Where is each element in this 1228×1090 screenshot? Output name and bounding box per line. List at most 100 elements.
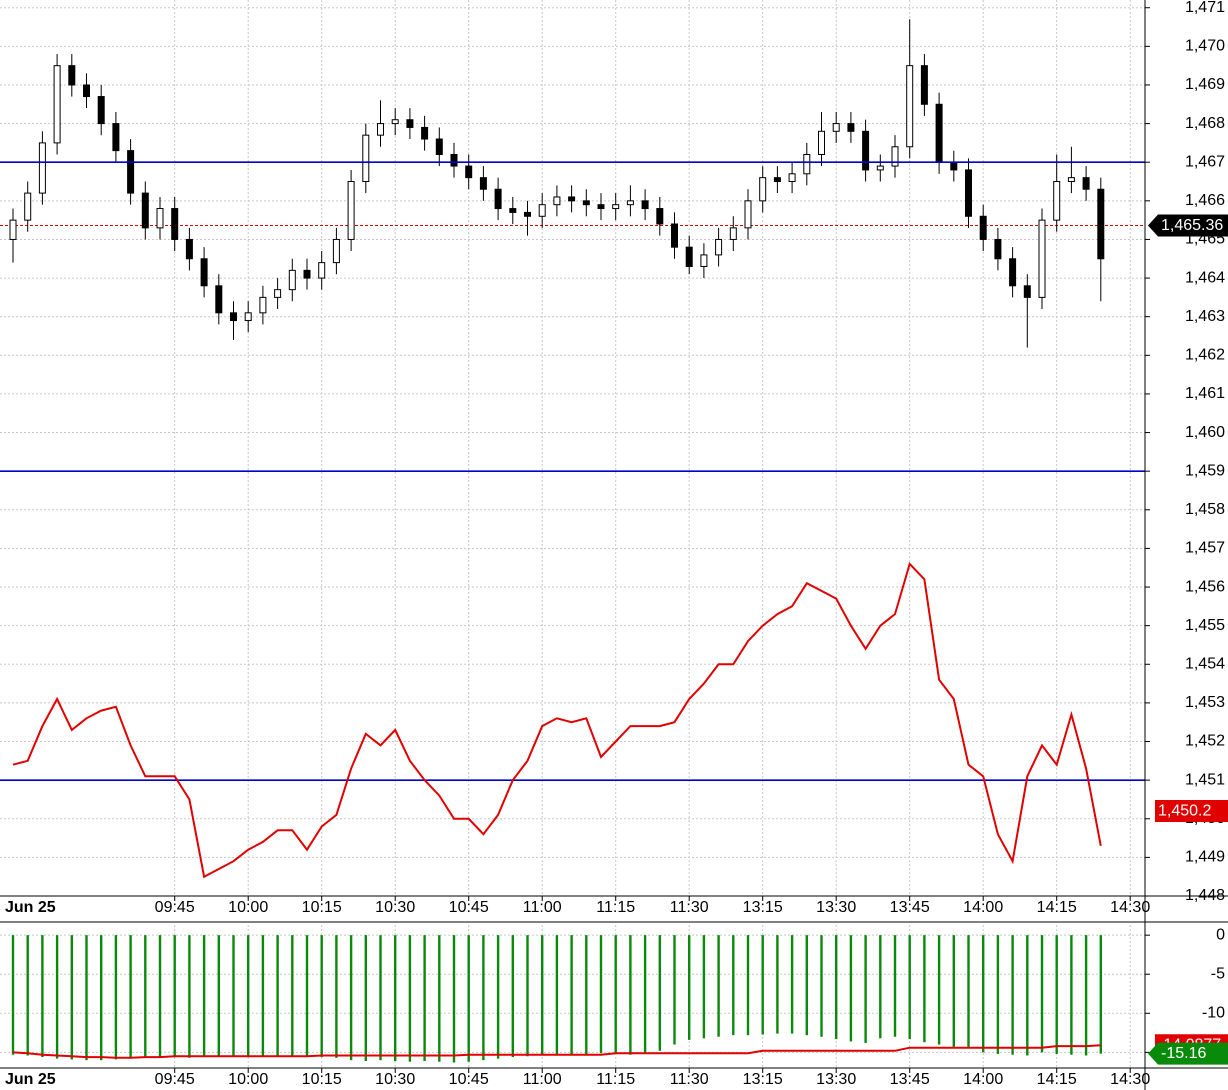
bar	[526, 935, 529, 1057]
candle-body	[97, 96, 105, 125]
bar	[349, 935, 353, 1061]
bar	[982, 935, 985, 1053]
y-tick-label: 1,451	[1185, 771, 1225, 788]
bar	[438, 935, 441, 1062]
candle-body	[171, 208, 179, 240]
bar	[496, 935, 500, 1059]
indicator-line	[12, 561, 1102, 879]
y-tick-label: 1,452	[1185, 733, 1225, 750]
candle-body	[759, 177, 767, 202]
bar	[673, 935, 676, 1045]
candle-body	[362, 134, 370, 183]
y-tick-label: 1,467	[1185, 153, 1225, 170]
candle-body	[83, 84, 90, 98]
candle-body	[24, 192, 32, 221]
bar	[761, 935, 764, 1035]
y-tick-label: 0	[1216, 926, 1225, 943]
y-tick-label: 1,462	[1185, 347, 1225, 364]
value-marker-label: 1,450.2	[1158, 802, 1211, 819]
candle-body	[185, 238, 193, 260]
bar	[452, 935, 456, 1063]
x-tick-label: 14:30	[1110, 899, 1150, 916]
candle-body	[1053, 181, 1061, 221]
y-tick-label: 1,449	[1185, 849, 1225, 866]
bar	[188, 935, 191, 1058]
candle-body	[318, 262, 326, 279]
x-tick-label: 11:15	[596, 1071, 635, 1088]
candle-body	[538, 204, 546, 217]
candle-body	[127, 150, 135, 194]
candle-body	[112, 123, 120, 152]
bar	[746, 935, 750, 1036]
x-tick-label: 10:00	[228, 1071, 268, 1088]
candle-body	[1038, 219, 1046, 298]
bar	[1055, 935, 1058, 1054]
x-tick-label: 11:30	[670, 1071, 709, 1088]
bar	[202, 935, 206, 1058]
value-marker-label: -15.16	[1161, 1045, 1206, 1062]
candle-body	[729, 227, 737, 240]
bar	[291, 935, 294, 1056]
x-tick-label: Jun 25	[5, 899, 56, 916]
candle-body	[303, 269, 311, 279]
candle-body	[862, 130, 870, 171]
bar	[261, 935, 265, 1057]
bar	[305, 935, 309, 1057]
candle-body	[509, 208, 517, 213]
value-marker-box	[1148, 214, 1228, 237]
y-tick-label: 1,463	[1185, 308, 1225, 325]
value-marker-box	[1148, 1042, 1228, 1065]
candle-body	[274, 289, 282, 298]
bar	[688, 935, 691, 1040]
candle-body	[876, 165, 884, 171]
y-tick-label: 1,457	[1185, 540, 1225, 557]
candle-body	[479, 177, 487, 190]
candle-body	[215, 285, 223, 314]
x-tick-label: 10:30	[375, 1071, 415, 1088]
y-tick-label: 1,464	[1185, 269, 1225, 286]
candle-body	[612, 204, 620, 210]
bar	[835, 935, 838, 1040]
y-tick-label: 1,470	[1185, 38, 1225, 55]
bar	[276, 935, 279, 1056]
bar	[629, 935, 632, 1055]
candle-body	[641, 200, 649, 210]
x-tick-label: 10:00	[228, 899, 268, 916]
bar	[937, 935, 941, 1045]
candle-body	[347, 181, 355, 240]
bar	[1011, 935, 1014, 1055]
bar	[614, 935, 617, 1054]
x-tick-label: 10:45	[449, 899, 489, 916]
bar	[217, 935, 220, 1057]
bar	[55, 935, 59, 1059]
bar	[335, 935, 338, 1058]
candle-body	[920, 65, 928, 105]
candle-body	[9, 219, 17, 240]
bar	[408, 935, 412, 1062]
bar	[702, 935, 706, 1039]
candle-body	[788, 173, 796, 183]
value-marker-box	[1155, 800, 1228, 823]
candle-body	[685, 246, 693, 267]
bar	[849, 935, 853, 1042]
bar	[599, 935, 603, 1054]
bar	[100, 935, 103, 1061]
candle-body	[597, 204, 605, 210]
x-tick-label: 14:15	[1037, 899, 1077, 916]
candle-body	[773, 177, 781, 183]
bar	[247, 935, 250, 1058]
candle-body	[391, 119, 399, 125]
candle-body	[700, 254, 708, 267]
bar	[1070, 935, 1073, 1055]
x-tick-label: 13:45	[890, 1071, 930, 1088]
y-tick-label: -10	[1202, 1005, 1225, 1022]
candle-body	[494, 188, 502, 210]
x-tick-label: 11:00	[523, 899, 562, 916]
bar	[379, 935, 382, 1061]
bar	[1040, 935, 1044, 1053]
bar	[996, 935, 1000, 1054]
y-tick-label: 1,454	[1185, 655, 1225, 672]
bar	[790, 935, 794, 1034]
bar	[482, 935, 485, 1061]
x-tick-label: Jun 25	[5, 1071, 56, 1088]
